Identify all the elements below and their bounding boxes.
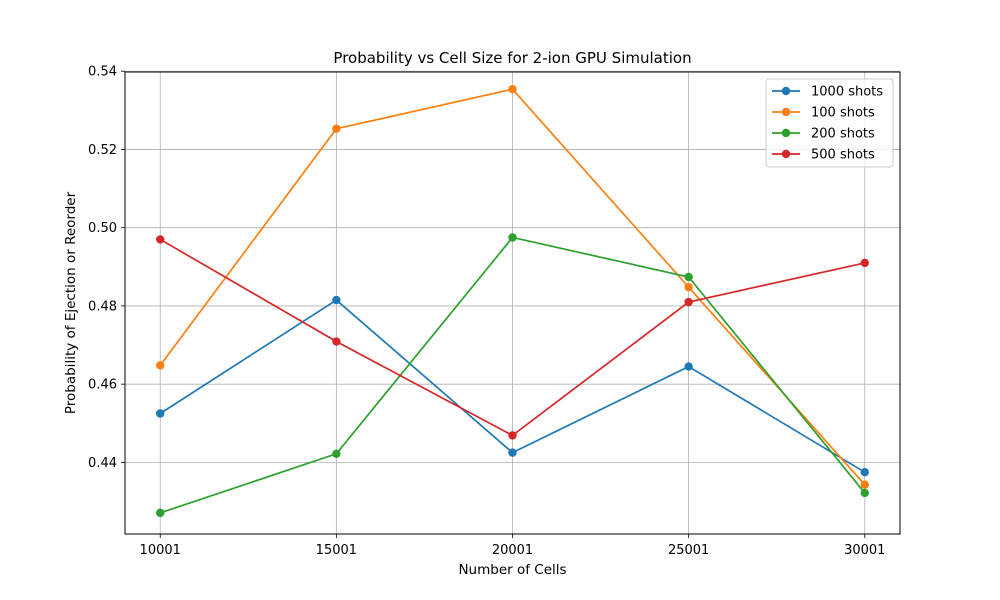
y-tick-label: 0.48 [88, 299, 117, 314]
legend-label: 200 shots [811, 127, 875, 142]
series-1000-shots [156, 295, 869, 477]
data-point [508, 85, 517, 94]
legend-label: 100 shots [811, 106, 875, 121]
data-point [684, 282, 693, 292]
legend-label: 500 shots [811, 148, 875, 163]
x-tick-label: 20001 [492, 543, 533, 558]
y-tick-label: 0.52 [88, 143, 117, 158]
data-point [332, 124, 341, 133]
data-point [860, 258, 869, 268]
axis-ticks: 10001 15001 20001 25001 30001 0.44 0.46 0.48 0.5… [88, 65, 885, 558]
data-point [860, 467, 869, 477]
legend-entry-200-shots: 200 shots [772, 127, 875, 142]
legend-marker [781, 86, 791, 96]
legend-box [765, 78, 894, 168]
y-axis-label: Probability of Ejection or Reorder [63, 191, 79, 414]
chart-title: Probability vs Cell Size for 2-ion GPU S… [333, 49, 691, 67]
x-tick-label: 15001 [316, 543, 357, 558]
series-500-shots [156, 235, 869, 440]
data-point [684, 272, 693, 282]
legend-marker [781, 107, 791, 117]
legend-entry-1000-shots: 1000 shots [772, 85, 883, 100]
data-point [508, 431, 517, 440]
data-point [156, 409, 165, 418]
data-point [860, 480, 869, 489]
legend-entry-100-shots: 100 shots [772, 106, 875, 121]
legend-items: 1000 shots 100 shots 200 shots 500 shots [772, 85, 883, 163]
y-tick-label: 0.46 [88, 378, 117, 393]
y-tick-label: 0.44 [88, 456, 117, 471]
series-200-shots [156, 233, 869, 518]
data-point [860, 488, 869, 498]
legend-marker [781, 149, 791, 159]
data-point [156, 361, 165, 370]
x-tick-label: 10001 [140, 543, 181, 558]
data-point [508, 448, 517, 457]
series-100-shots [156, 85, 869, 489]
data-point [156, 235, 165, 244]
data-point [332, 337, 341, 346]
y-tick-label: 0.54 [88, 65, 117, 80]
x-axis-label: Number of Cells [458, 562, 566, 578]
data-point [684, 297, 693, 307]
legend-marker [781, 128, 791, 138]
data-point [684, 362, 693, 371]
data-point [508, 233, 517, 242]
y-tick-label: 0.50 [88, 221, 117, 236]
legend-entry-500-shots: 500 shots [772, 148, 875, 163]
x-tick-label: 25001 [668, 543, 709, 558]
series-layer [156, 85, 869, 518]
data-point [332, 295, 341, 305]
data-point [156, 508, 165, 518]
data-point [332, 449, 341, 459]
legend: 1000 shots 100 shots 200 shots 500 shots [765, 78, 894, 168]
x-tick-label: 30001 [844, 543, 885, 558]
legend-label: 1000 shots [811, 85, 883, 100]
